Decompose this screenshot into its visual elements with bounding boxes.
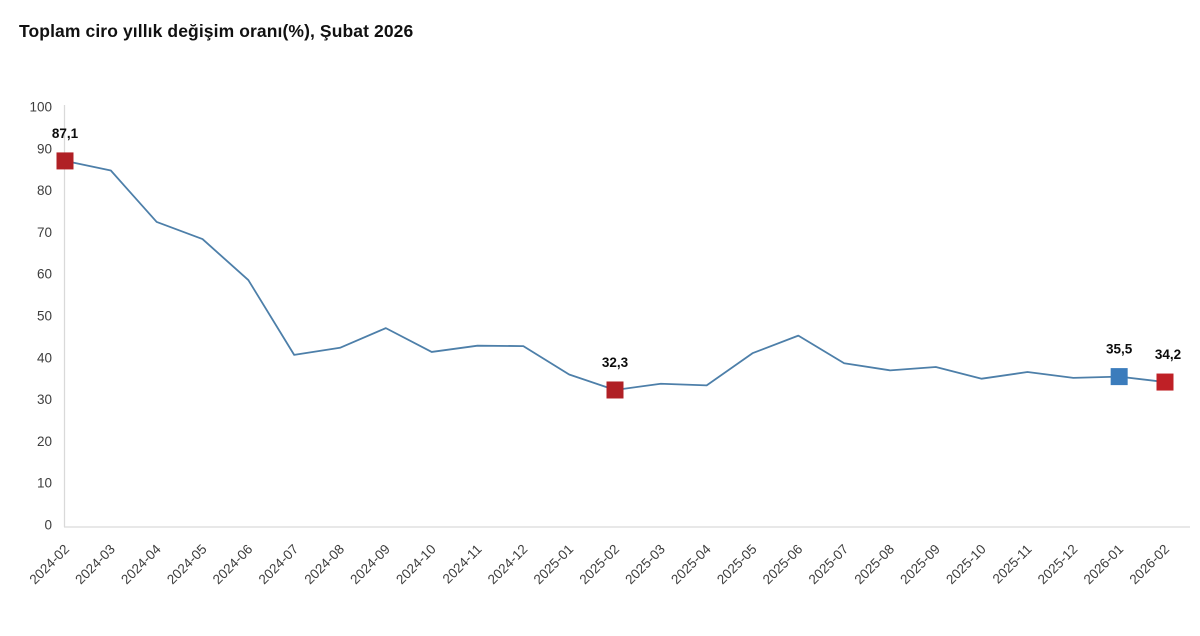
x-tick-label: 2025-05: [714, 542, 760, 588]
y-tick-label: 50: [37, 309, 52, 324]
x-tick-label: 2024-05: [164, 542, 210, 588]
x-tick-label: 2024-08: [301, 542, 347, 588]
data-marker: [1110, 368, 1128, 386]
x-tick-label: 2025-09: [897, 542, 943, 588]
x-tick-label: 2024-02: [26, 542, 72, 588]
x-tick-label: 2025-08: [851, 542, 897, 588]
x-tick-label: 2024-10: [393, 542, 439, 588]
x-tick-label: 2025-01: [531, 542, 577, 588]
data-marker: [1156, 373, 1174, 391]
x-tick-label: 2024-09: [347, 542, 393, 588]
y-tick-label: 10: [37, 476, 52, 491]
x-tick-label: 2024-07: [256, 542, 302, 588]
data-label: 87,1: [52, 126, 79, 141]
x-tick-label: 2026-01: [1081, 542, 1127, 588]
x-tick-label: 2025-07: [806, 542, 852, 588]
x-tick-label: 2024-11: [440, 542, 485, 587]
y-tick-label: 30: [37, 392, 52, 407]
data-label: 35,5: [1106, 342, 1133, 357]
data-marker: [56, 152, 74, 170]
x-tick-label: 2024-03: [72, 542, 118, 588]
y-tick-label: 0: [44, 518, 52, 533]
x-tick-label: 2026-02: [1126, 542, 1172, 588]
x-tick-label: 2025-12: [1035, 542, 1081, 588]
y-tick-label: 100: [29, 100, 52, 115]
data-label: 32,3: [602, 355, 629, 370]
x-tick-label: 2024-04: [118, 541, 164, 587]
data-marker: [606, 381, 624, 399]
data-label: 34,2: [1155, 347, 1181, 362]
y-tick-label: 70: [37, 225, 52, 240]
x-tick-label: 2024-06: [210, 542, 256, 588]
chart-title: Toplam ciro yıllık değişim oranı(%), Şub…: [19, 21, 414, 41]
x-tick-label: 2024-12: [485, 542, 531, 588]
y-tick-label: 40: [37, 350, 52, 365]
x-tick-label: 2025-02: [576, 542, 622, 588]
y-tick-label: 80: [37, 183, 52, 198]
x-tick-label: 2025-03: [622, 542, 668, 588]
x-tick-label: 2025-04: [668, 541, 714, 587]
y-tick-label: 60: [37, 267, 52, 282]
x-tick-label: 2025-11: [990, 542, 1035, 587]
y-tick-label: 90: [37, 141, 52, 156]
y-tick-label: 20: [37, 434, 52, 449]
x-tick-label: 2025-10: [943, 542, 989, 588]
x-tick-label: 2025-06: [760, 542, 806, 588]
